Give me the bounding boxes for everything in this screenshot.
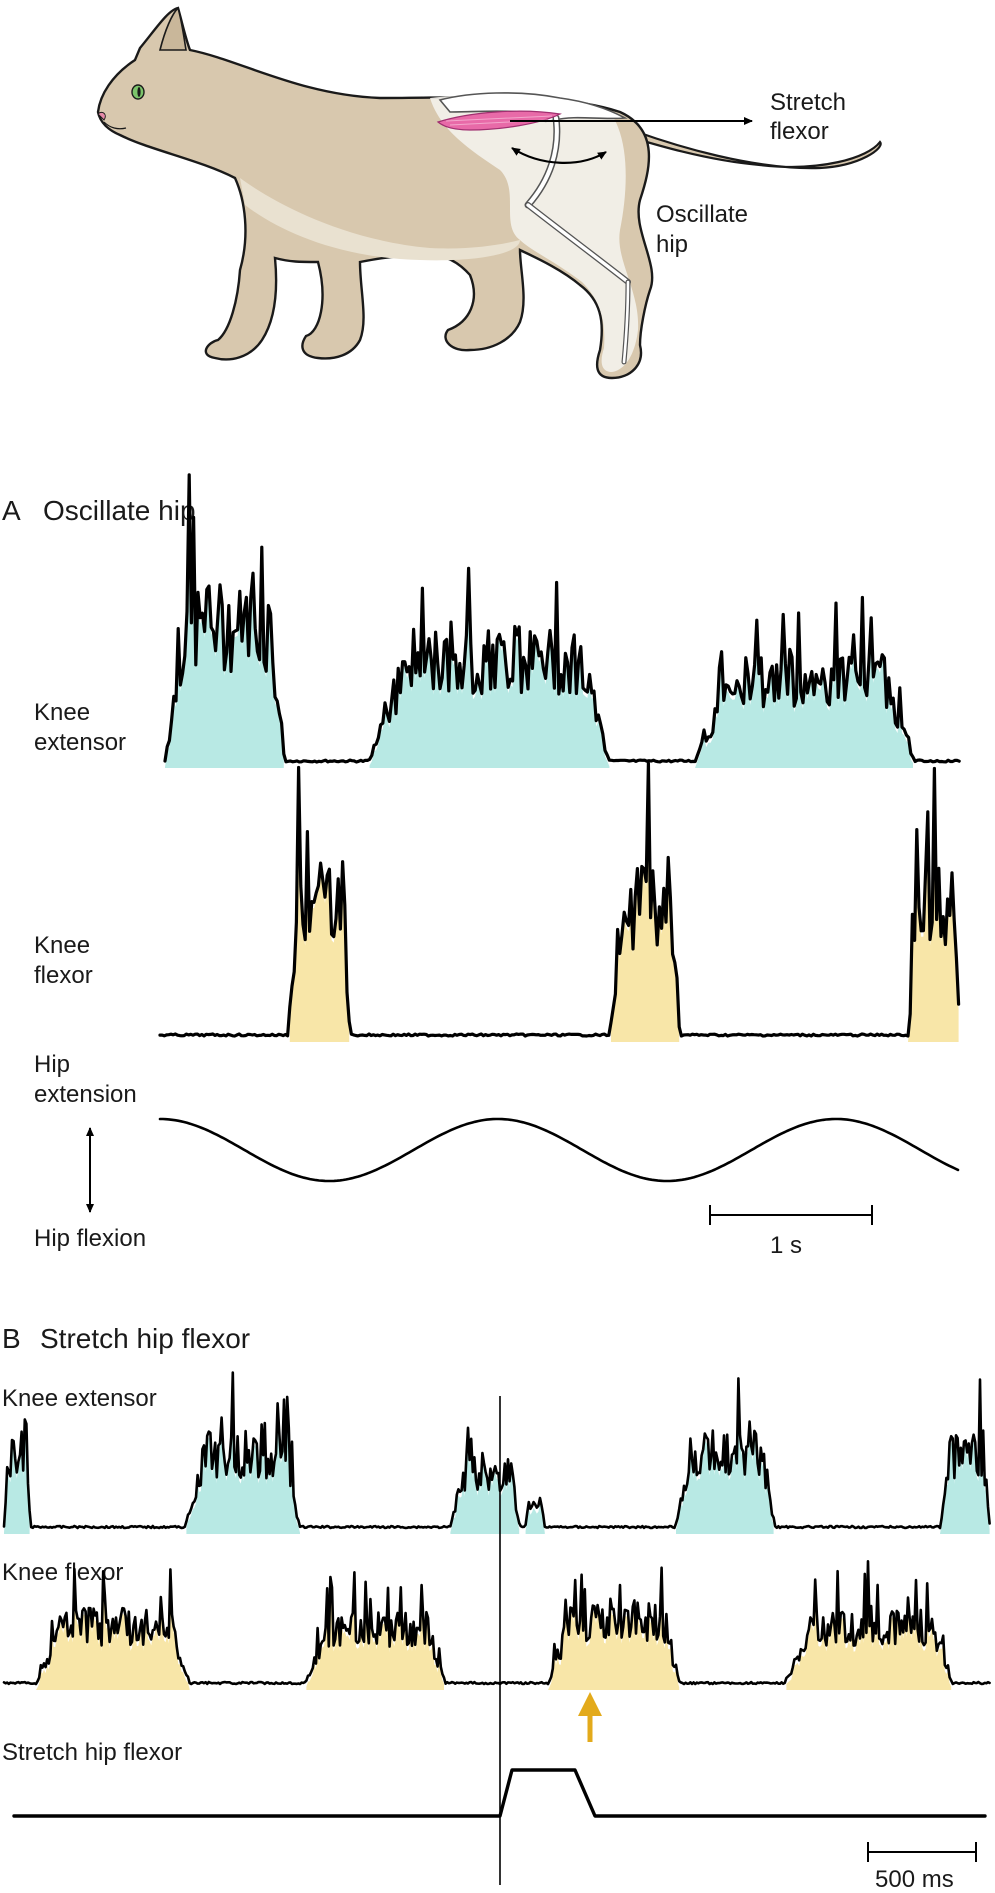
b-scale-label: 500 ms xyxy=(875,1866,954,1893)
b-extensor-emg-line xyxy=(2,1371,991,1530)
a-knee-flexor-trace xyxy=(158,761,961,1042)
a-hip-extension-label-1: Hip xyxy=(34,1051,70,1078)
hindlimb-window xyxy=(430,95,639,372)
cat-ear xyxy=(158,6,187,51)
a-flexor-burst-fill xyxy=(289,769,959,1042)
panel-a: A Oscillate hip Knee extensor Knee flexo… xyxy=(2,473,961,1259)
a-knee-extensor-label-2: extensor xyxy=(34,729,126,756)
b-knee-extensor-label: Knee extensor xyxy=(2,1385,157,1412)
a-knee-extensor-label-1: Knee xyxy=(34,699,90,726)
a-extensor-emg-line xyxy=(163,473,961,764)
panel-b: B Stretch hip flexor Knee extensor Knee … xyxy=(2,1323,991,1893)
b-flexor-emg-line xyxy=(2,1560,991,1686)
oscillate-hip-label-2: hip xyxy=(656,231,688,258)
b-stretch-label: Stretch hip flexor xyxy=(2,1739,182,1766)
panel-b-title: Stretch hip flexor xyxy=(40,1323,250,1354)
oscillate-hip-label-1: Oscillate xyxy=(656,201,748,228)
stretch-flexor-label-1: Stretch xyxy=(770,89,846,116)
a-flexor-emg-line xyxy=(158,761,961,1038)
b-time-scale-bar: 500 ms xyxy=(867,1842,977,1893)
b-knee-flexor-trace xyxy=(2,1560,991,1690)
a-time-scale-bar: 1 s xyxy=(709,1205,873,1259)
cat-illustration: Stretch flexor Oscillate hip xyxy=(96,6,882,380)
b-flexor-burst-fill xyxy=(36,1567,952,1690)
stretch-flexor-label-2: flexor xyxy=(770,118,829,145)
cat-nose xyxy=(97,111,106,121)
b-stretch-step-trace xyxy=(12,1768,987,1818)
cat-tail xyxy=(598,116,882,170)
a-scale-label: 1 s xyxy=(770,1232,802,1259)
a-extensor-burst-fill xyxy=(165,480,913,768)
cat-belly xyxy=(240,178,520,261)
oscillate-arrow xyxy=(511,147,607,164)
a-hip-flexion-label: Hip flexion xyxy=(34,1225,146,1252)
a-knee-extensor-trace xyxy=(163,473,961,768)
a-hip-extension-label-2: extension xyxy=(34,1081,137,1108)
a-knee-flexor-label-2: flexor xyxy=(34,962,93,989)
a-hip-angle-sine xyxy=(158,1117,960,1183)
panel-b-letter: B xyxy=(2,1323,21,1354)
a-knee-flexor-label-1: Knee xyxy=(34,932,90,959)
b-extensor-burst-fill xyxy=(4,1378,990,1534)
rebound-flexor-arrow xyxy=(578,1692,602,1742)
panel-a-title: Oscillate hip xyxy=(43,495,196,526)
b-knee-extensor-trace xyxy=(2,1371,991,1534)
panel-a-letter: A xyxy=(2,495,21,526)
